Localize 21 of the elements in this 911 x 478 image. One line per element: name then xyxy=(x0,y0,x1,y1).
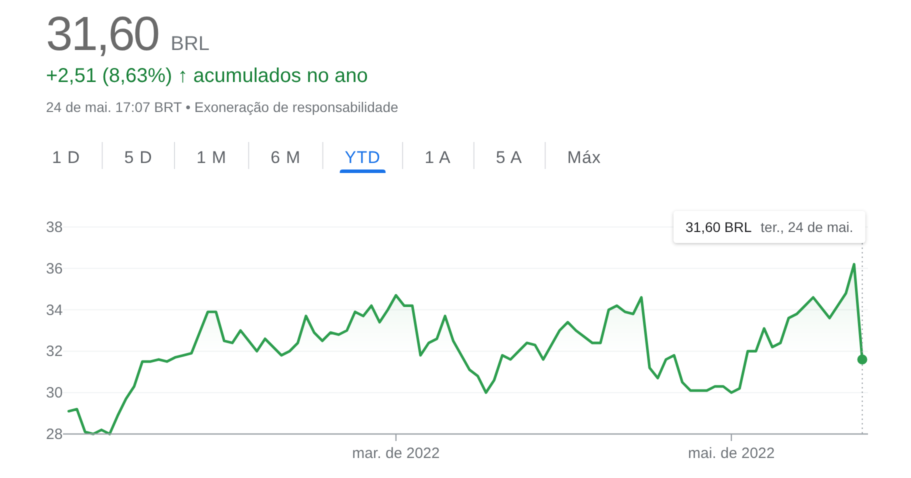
text: 5 A xyxy=(496,148,522,167)
chart-title: 31,60 BRL xyxy=(46,8,210,61)
annotation: ter., 24 de mai. xyxy=(760,219,854,235)
text: Máx xyxy=(567,148,602,167)
annotation: 31,60 BRL xyxy=(686,219,752,235)
text: YTD xyxy=(344,148,381,167)
chart-subtitle: +2,51 (8,63%) ↑ acumulados no ano xyxy=(46,65,368,87)
text: 1 A xyxy=(424,148,452,167)
y-tick-label: 28 xyxy=(46,426,63,443)
text: 1 M xyxy=(196,148,227,167)
y-tick-label: 32 xyxy=(46,343,63,360)
x-tick-label: mai. de 2022 xyxy=(688,445,775,462)
text: 6 M xyxy=(270,148,301,167)
y-tick-label: 38 xyxy=(46,219,63,236)
y-tick-label: 34 xyxy=(46,302,63,319)
text: 1 D xyxy=(52,148,80,167)
text: 24 de mai. 17:07 BRT • Exoneração de responsabilidade xyxy=(46,99,398,115)
y-tick-label: 36 xyxy=(46,260,63,278)
text: 5 D xyxy=(124,148,153,167)
y-tick-label: 30 xyxy=(46,384,63,402)
x-tick-label: mar. de 2022 xyxy=(352,445,440,462)
